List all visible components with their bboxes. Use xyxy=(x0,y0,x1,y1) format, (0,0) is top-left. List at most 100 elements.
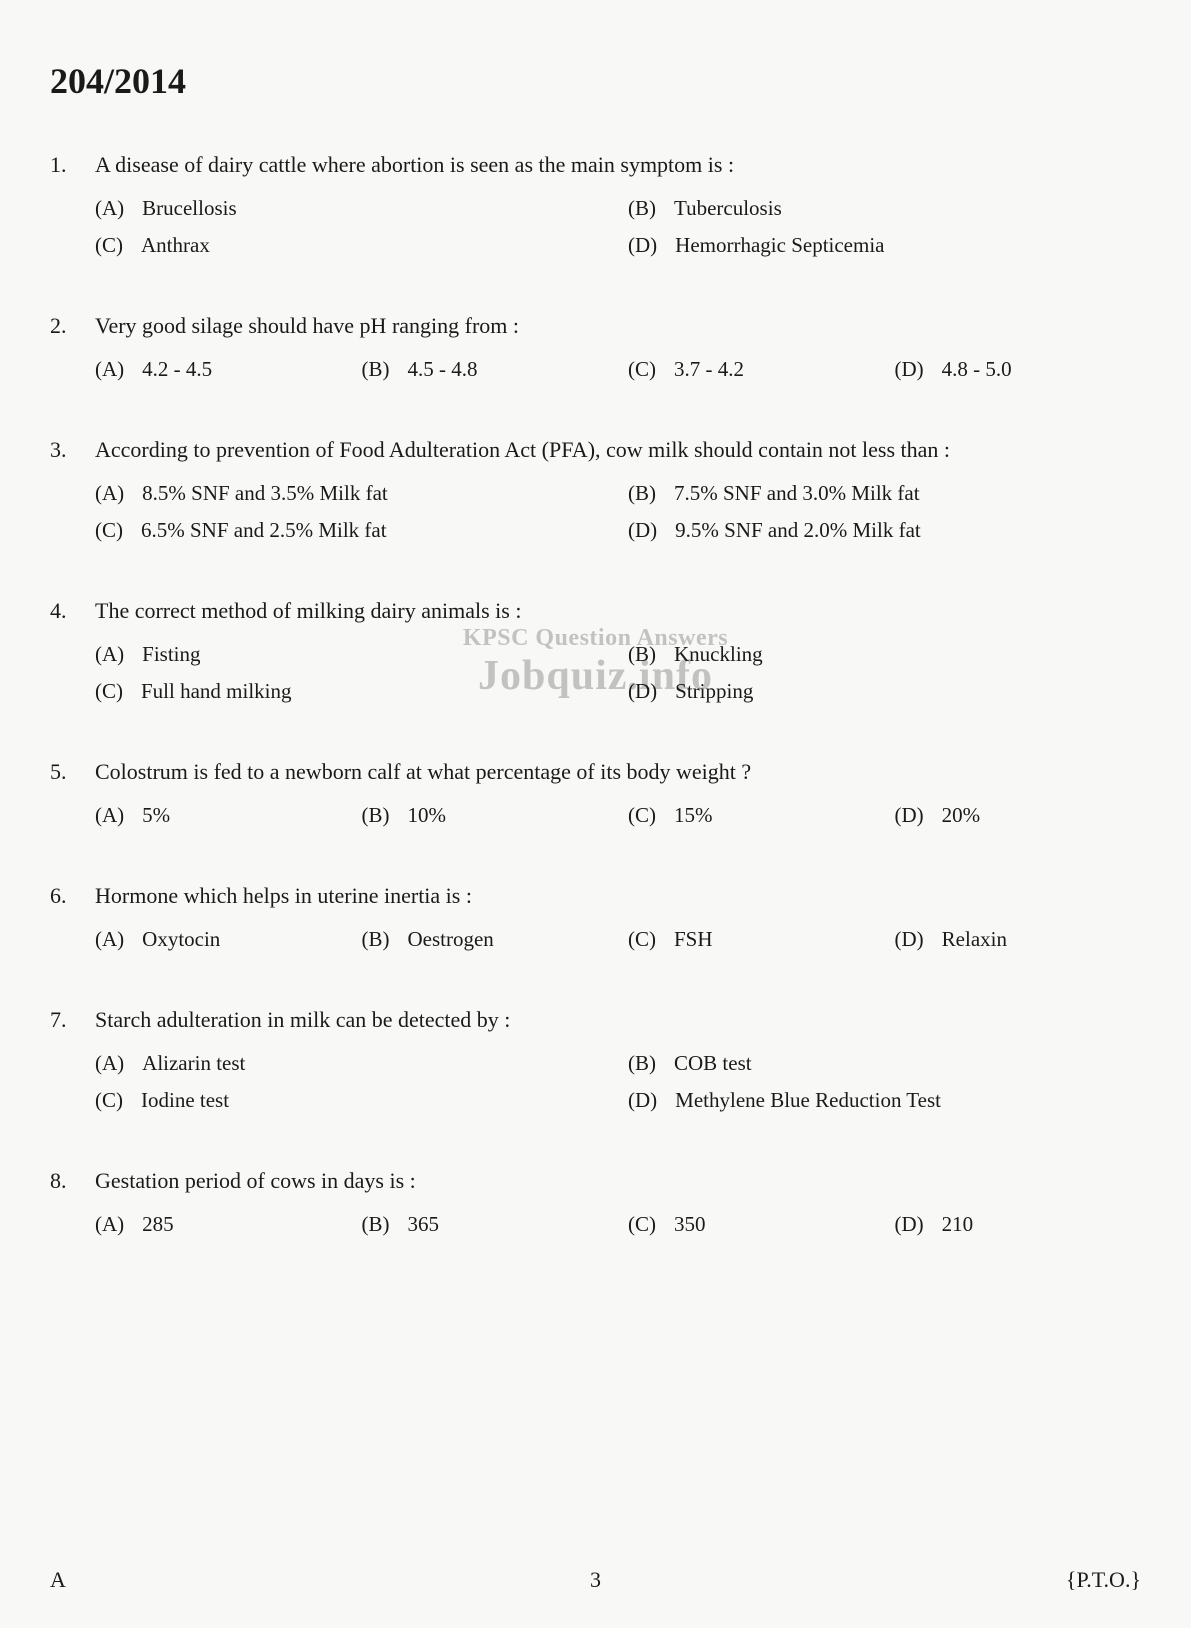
questions-container: 1.A disease of dairy cattle where aborti… xyxy=(50,152,1141,1237)
option-text: 9.5% SNF and 2.0% Milk fat xyxy=(675,518,921,543)
option-label: (A) xyxy=(95,927,124,952)
options-grid: (A) Fisting (B)Knuckling (C) Full hand milki… xyxy=(95,642,1141,704)
option-label: (B) xyxy=(628,642,656,667)
question-number: 2. xyxy=(50,313,95,339)
question-row: 3.According to prevention of Food Adulte… xyxy=(50,437,1141,463)
option-text: Methylene Blue Reduction Test xyxy=(675,1088,941,1113)
question-text: Starch adulteration in milk can be detec… xyxy=(95,1007,1141,1033)
question-text: Hormone which helps in uterine inertia i… xyxy=(95,883,1141,909)
question-row: 4.The correct method of milking dairy an… xyxy=(50,598,1141,624)
option-text: 6.5% SNF and 2.5% Milk fat xyxy=(141,518,387,543)
option-text: 4.2 - 4.5 xyxy=(142,357,212,382)
option: (D) Relaxin xyxy=(895,927,1142,952)
option-text: Relaxin xyxy=(942,927,1007,952)
option-text: Fisting xyxy=(142,642,200,667)
option: (B) 7.5% SNF and 3.0% Milk fat xyxy=(628,481,1141,506)
option: (A) Fisting xyxy=(95,642,608,667)
question-text: Gestation period of cows in days is : xyxy=(95,1168,1141,1194)
question-number: 5. xyxy=(50,759,95,785)
option: (C)15% xyxy=(628,803,875,828)
option-text: 7.5% SNF and 3.0% Milk fat xyxy=(674,481,920,506)
option: (C) Full hand milking xyxy=(95,679,608,704)
option-label: (B) xyxy=(362,357,390,382)
question-text: According to prevention of Food Adultera… xyxy=(95,437,1141,463)
option: (A)8.5% SNF and 3.5% Milk fat xyxy=(95,481,608,506)
question-text: Colostrum is fed to a newborn calf at wh… xyxy=(95,759,1141,785)
content: 204/2014 1.A disease of dairy cattle whe… xyxy=(50,60,1141,1237)
option-text: 8.5% SNF and 3.5% Milk fat xyxy=(142,481,388,506)
option-label: (B) xyxy=(362,803,390,828)
option: (C) 6.5% SNF and 2.5% Milk fat xyxy=(95,518,608,543)
option-label: (B) xyxy=(362,1212,390,1237)
option-text: Tuberculosis xyxy=(674,196,782,221)
question: 6.Hormone which helps in uterine inertia… xyxy=(50,883,1141,952)
option-label: (D) xyxy=(628,518,657,543)
question-text: Very good silage should have pH ranging … xyxy=(95,313,1141,339)
option-text: 350 xyxy=(674,1212,706,1237)
option-label: (D) xyxy=(895,927,924,952)
option: (C) Iodine test xyxy=(95,1088,608,1113)
question: 3.According to prevention of Food Adulte… xyxy=(50,437,1141,543)
option-label: (B) xyxy=(362,927,390,952)
question-row: 7.Starch adulteration in milk can be det… xyxy=(50,1007,1141,1033)
question-row: 6.Hormone which helps in uterine inertia… xyxy=(50,883,1141,909)
option-label: (A) xyxy=(95,357,124,382)
question-number: 4. xyxy=(50,598,95,624)
question-number: 8. xyxy=(50,1168,95,1194)
option-label: (A) xyxy=(95,1212,124,1237)
options-row: (A)285(B)365(C)350(D)210 xyxy=(95,1212,1141,1237)
option: (C) 3.7 - 4.2 xyxy=(628,357,875,382)
option-text: Iodine test xyxy=(141,1088,229,1113)
option-text: 285 xyxy=(142,1212,174,1237)
question: 8.Gestation period of cows in days is : (… xyxy=(50,1168,1141,1237)
footer: A 3 {P.T.O.} xyxy=(50,1567,1141,1593)
option: (C) 350 xyxy=(628,1212,875,1237)
option: (D)20% xyxy=(895,803,1142,828)
option-label: (C) xyxy=(628,927,656,952)
option-label: (A) xyxy=(95,803,124,828)
option: (A) 285 xyxy=(95,1212,342,1237)
footer-page-number: 3 xyxy=(590,1567,601,1593)
option-label: (C) xyxy=(95,518,123,543)
option-label: (C) xyxy=(628,1212,656,1237)
option-text: Stripping xyxy=(675,679,753,704)
option-label: (D) xyxy=(895,357,924,382)
option-label: (A) xyxy=(95,1051,124,1076)
question: 2.Very good silage should have pH rangin… xyxy=(50,313,1141,382)
option-text: Brucellosis xyxy=(142,196,237,221)
option-text: 3.7 - 4.2 xyxy=(674,357,744,382)
question-row: 2.Very good silage should have pH rangin… xyxy=(50,313,1141,339)
option-text: Alizarin test xyxy=(142,1051,245,1076)
option-label: (A) xyxy=(95,642,124,667)
question-number: 1. xyxy=(50,152,95,178)
option-label: (D) xyxy=(895,803,924,828)
option-text: Oestrogen xyxy=(408,927,494,952)
option-label: (C) xyxy=(95,1088,123,1113)
option: (B)365 xyxy=(362,1212,609,1237)
option-label: (B) xyxy=(628,481,656,506)
option-text: Full hand milking xyxy=(141,679,292,704)
option-label: (B) xyxy=(628,1051,656,1076)
question-text: A disease of dairy cattle where abortion… xyxy=(95,152,1141,178)
option: (D) Stripping xyxy=(628,679,1141,704)
question-row: 8.Gestation period of cows in days is : xyxy=(50,1168,1141,1194)
option-text: Anthrax xyxy=(141,233,210,258)
option-text: 4.5 - 4.8 xyxy=(408,357,478,382)
option-text: 5% xyxy=(142,803,170,828)
option-text: 210 xyxy=(942,1212,974,1237)
option-label: (C) xyxy=(628,803,656,828)
option: (D) 9.5% SNF and 2.0% Milk fat xyxy=(628,518,1141,543)
footer-pto: {P.T.O.} xyxy=(1066,1567,1141,1593)
option-label: (D) xyxy=(628,679,657,704)
option-label: (D) xyxy=(628,1088,657,1113)
option-label: (C) xyxy=(628,357,656,382)
options-row: (A)Oxytocin(B)Oestrogen(C)FSH(D)Relaxin xyxy=(95,927,1141,952)
option-label: (C) xyxy=(95,679,123,704)
question: 1.A disease of dairy cattle where aborti… xyxy=(50,152,1141,258)
option: (C) Anthrax xyxy=(95,233,608,258)
options-row: (A)5%(B)10%(C)15%(D)20% xyxy=(95,803,1141,828)
option: (B)Knuckling xyxy=(628,642,1141,667)
question-number: 6. xyxy=(50,883,95,909)
option-label: (C) xyxy=(95,233,123,258)
option: (B)COB test xyxy=(628,1051,1141,1076)
